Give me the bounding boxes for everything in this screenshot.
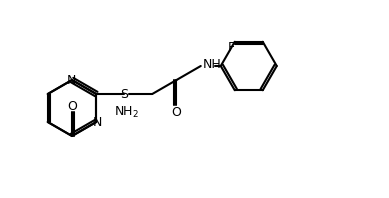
Text: N: N <box>66 74 76 88</box>
Text: N: N <box>93 115 102 129</box>
Text: NH$_2$: NH$_2$ <box>114 105 139 120</box>
Text: O: O <box>172 106 181 119</box>
Text: O: O <box>67 100 77 113</box>
Text: NH: NH <box>203 57 221 70</box>
Text: F: F <box>228 41 235 54</box>
Text: S: S <box>120 88 128 101</box>
